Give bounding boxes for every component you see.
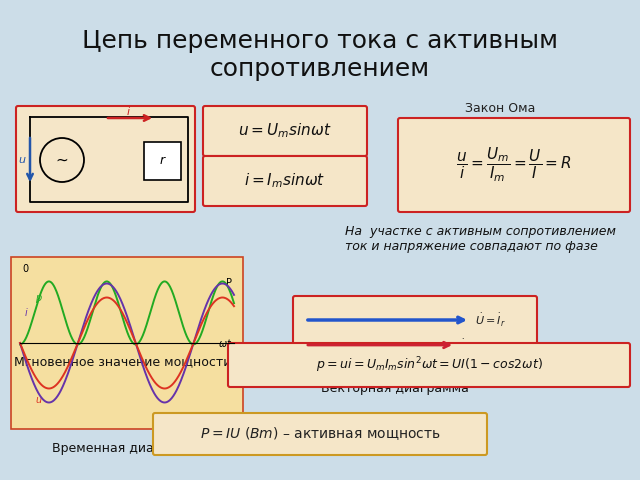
FancyBboxPatch shape xyxy=(16,106,195,212)
Text: Закон Ома: Закон Ома xyxy=(465,101,535,115)
Text: Векторная диаграмма: Векторная диаграмма xyxy=(321,382,469,395)
Text: 0: 0 xyxy=(22,264,28,274)
FancyBboxPatch shape xyxy=(293,296,537,372)
FancyBboxPatch shape xyxy=(228,343,630,387)
Text: i: i xyxy=(127,107,129,117)
FancyBboxPatch shape xyxy=(203,106,367,156)
Text: $\dot{U}=\dot{I}_r$: $\dot{U}=\dot{I}_r$ xyxy=(475,312,506,328)
Text: $\dfrac{u}{i} = \dfrac{U_m}{I_m} = \dfrac{U}{I} = R$: $\dfrac{u}{i} = \dfrac{U_m}{I_m} = \dfra… xyxy=(456,146,572,184)
Text: $p = ui = U_m I_m sin^2\omega t = UI(1 - cos2\omega t)$: $p = ui = U_m I_m sin^2\omega t = UI(1 -… xyxy=(316,355,543,375)
Text: ~: ~ xyxy=(56,153,68,168)
Text: u: u xyxy=(35,395,41,405)
Text: $\omega t$: $\omega t$ xyxy=(218,337,232,349)
Text: P: P xyxy=(226,278,232,288)
Text: $P=IU$ $(Bm)$ – активная мощность: $P=IU$ $(Bm)$ – активная мощность xyxy=(200,426,440,443)
FancyBboxPatch shape xyxy=(144,142,181,180)
Text: $i = I_m sin\omega t$: $i = I_m sin\omega t$ xyxy=(244,172,326,191)
Text: p: p xyxy=(35,293,41,303)
Text: Временная диаграмма: Временная диаграмма xyxy=(52,442,202,455)
Text: $\dot{I}$: $\dot{I}$ xyxy=(460,337,465,353)
Text: i: i xyxy=(25,308,28,318)
Text: u: u xyxy=(19,155,26,165)
FancyBboxPatch shape xyxy=(11,257,243,429)
FancyBboxPatch shape xyxy=(153,413,487,455)
FancyBboxPatch shape xyxy=(398,118,630,212)
Text: Цепь переменного тока с активным
сопротивлением: Цепь переменного тока с активным сопроти… xyxy=(82,29,558,81)
Text: На  участке с активным сопротивлением
ток и напряжение совпадают по фазе: На участке с активным сопротивлением ток… xyxy=(345,225,616,253)
Text: Мгновенное значение мощности: Мгновенное значение мощности xyxy=(14,355,232,368)
Text: r: r xyxy=(160,155,165,168)
Text: $u = U_m sin\omega t$: $u = U_m sin\omega t$ xyxy=(238,121,332,140)
FancyBboxPatch shape xyxy=(203,156,367,206)
